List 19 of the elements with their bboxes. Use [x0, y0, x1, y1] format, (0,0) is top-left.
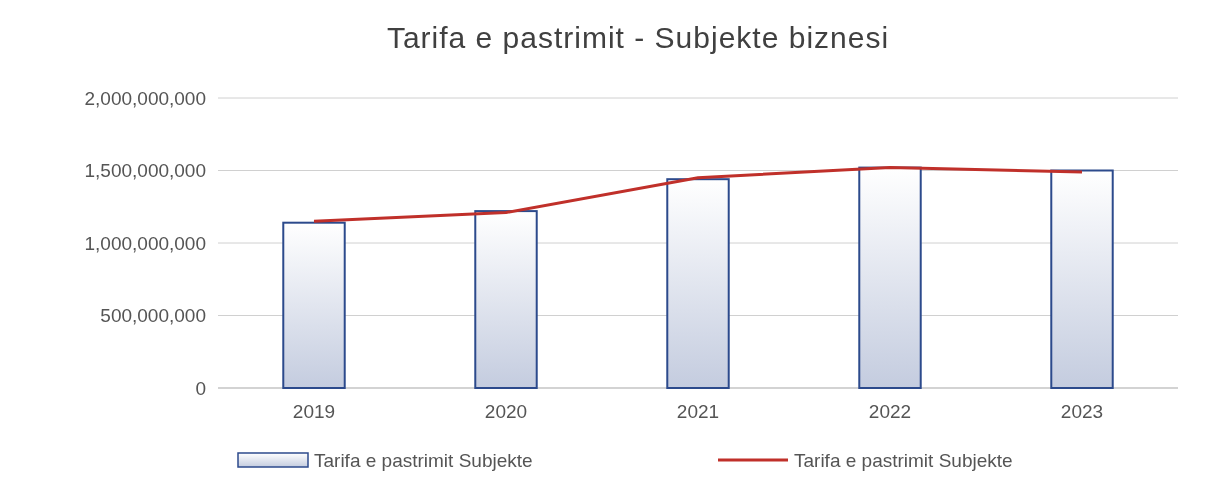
- y-tick-label: 2,000,000,000: [84, 87, 206, 109]
- legend-label: Tarifa e pastrimit Subjekte: [794, 449, 1013, 471]
- y-tick-label: 1,500,000,000: [84, 160, 206, 182]
- x-tick-label: 2020: [484, 401, 528, 422]
- bar: [666, 178, 730, 389]
- y-tick-label: 1,000,000,000: [84, 232, 206, 254]
- chart-title: Tarifa e pastrimit - Subjekte biznesi: [386, 21, 890, 54]
- bar: [858, 166, 922, 389]
- bar: [1050, 169, 1114, 389]
- bar: [282, 221, 346, 389]
- bar: [474, 210, 538, 389]
- x-tick-label: 2022: [868, 401, 912, 422]
- x-tick-label: 2023: [1060, 401, 1104, 422]
- x-tick-label: 2021: [676, 401, 720, 422]
- y-tick-label: 0: [195, 377, 206, 399]
- x-tick-label: 2019: [292, 401, 336, 422]
- legend-label: Tarifa e pastrimit Subjekte: [314, 449, 533, 471]
- y-tick-label: 500,000,000: [100, 305, 206, 327]
- line-series: [312, 166, 1084, 223]
